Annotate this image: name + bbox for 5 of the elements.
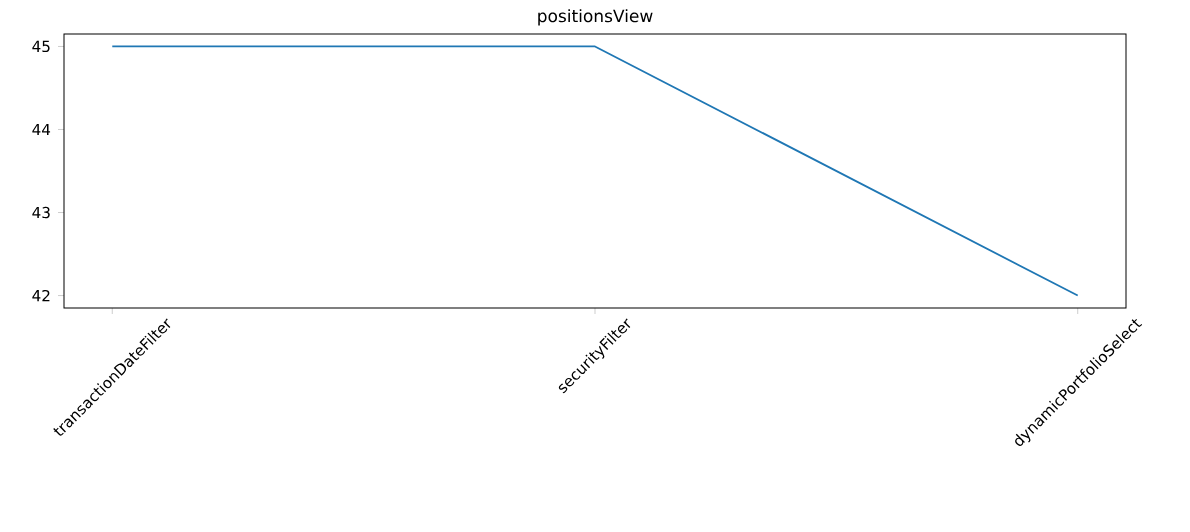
- y-tick-label: 42: [32, 289, 50, 302]
- y-tick-label: 44: [32, 123, 51, 136]
- y-tick-label: 43: [32, 206, 50, 219]
- y-tick-label: 45: [32, 40, 50, 53]
- chart-title: positionsView: [538, 9, 653, 26]
